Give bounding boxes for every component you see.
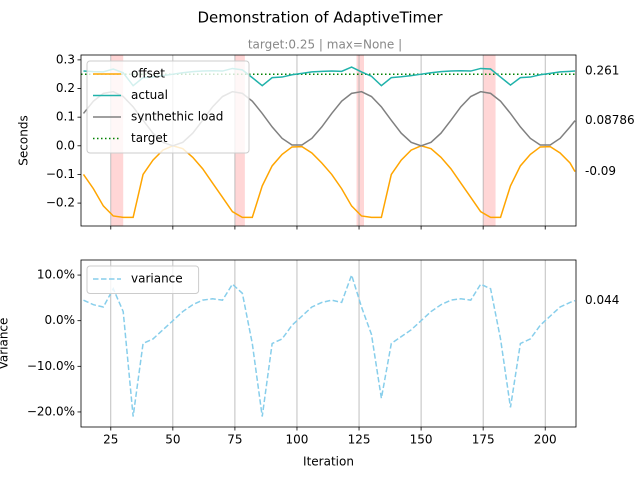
end-label: -0.09 [585,164,616,178]
legend-label: synthethic load [131,110,223,124]
x-tick-label: 150 [410,433,433,447]
end-label: 0.08786 [585,113,635,127]
x-tick-label: 125 [348,433,371,447]
series-line [83,272,576,417]
x-tick-label: 75 [227,433,242,447]
axes-frame [80,259,577,428]
highlight-span [356,55,364,226]
y-tick-label: 0.2 [56,81,75,95]
axes-frame [80,54,577,227]
end-label: 0.044 [585,293,619,307]
legend-label: offset [131,67,165,81]
legend-label: variance [131,272,183,286]
legend-box [86,60,250,154]
y-axis-label: Variance [0,318,11,370]
y-tick-label: 0.0% [45,313,76,327]
x-tick-label: 175 [472,433,495,447]
highlight-span [483,55,496,226]
chart-subtitle: target:0.25 | max=None | [248,38,402,52]
y-tick-label: −0.1 [46,167,75,181]
x-axis-label: Iteration [303,455,354,469]
x-tick-label: 200 [534,433,557,447]
x-tick-label: 50 [165,433,180,447]
legend-label: actual [131,88,168,102]
y-tick-label: −20.0% [27,404,75,418]
end-label: 0.261 [585,64,619,78]
series-line [82,145,576,219]
plot-area [83,260,576,427]
x-tick-label: 100 [286,433,309,447]
y-axis-label: Seconds [17,115,31,165]
y-tick-label: 0.3 [56,52,75,66]
chart-title: Demonstration of AdaptiveTimer [197,9,443,27]
y-tick-label: 0.0 [56,138,75,152]
legend-box [86,265,200,294]
y-tick-label: 10.0% [37,268,75,282]
y-tick-label: −0.2 [46,196,75,210]
y-tick-label: 0.1 [56,110,75,124]
y-tick-label: −10.0% [27,359,75,373]
x-tick-label: 25 [103,433,118,447]
legend-label: target [131,131,168,145]
